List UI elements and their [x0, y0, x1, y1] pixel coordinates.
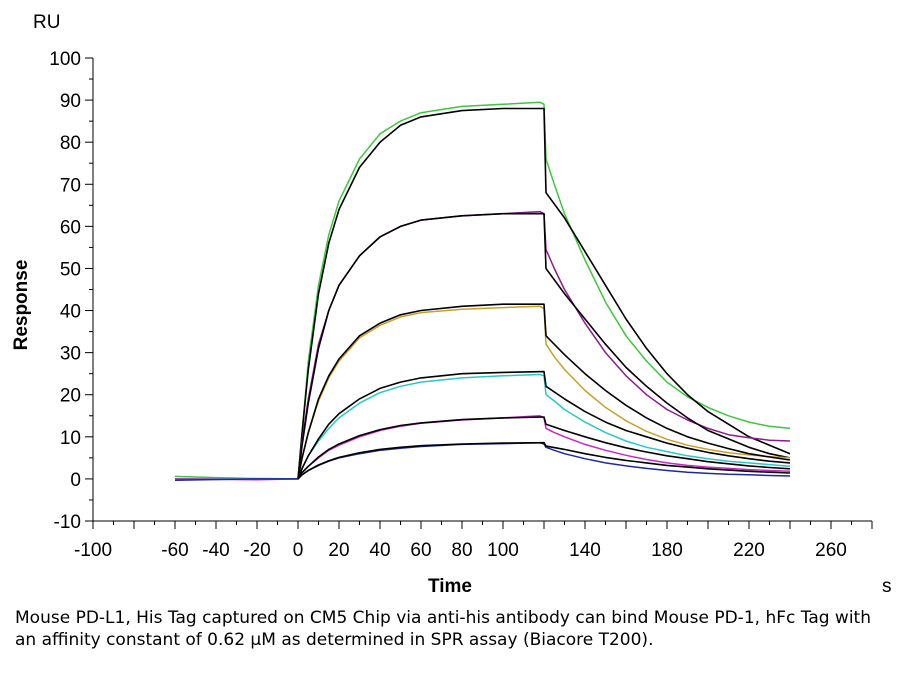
x-tick-label: 260 — [815, 540, 847, 561]
x-tick-label: 40 — [369, 540, 390, 561]
fit-curve-3 — [297, 212, 791, 479]
y-ticks: -10 0 10 20 30 40 50 60 70 80 90 100 — [49, 49, 93, 533]
y-tick-label: 30 — [60, 344, 81, 365]
x-tick-label: 220 — [733, 540, 765, 561]
y-tick-label: 50 — [60, 259, 81, 280]
y-tick-label: 20 — [60, 386, 81, 407]
measured-curve-6 — [175, 373, 791, 480]
measured-curve-2 — [175, 210, 791, 480]
x-tick-label: -40 — [202, 540, 229, 561]
fit-curve-11 — [297, 441, 791, 480]
y-tick-label: 40 — [60, 302, 81, 323]
y-tick-label: -10 — [54, 512, 81, 533]
x-unit-label: s — [882, 576, 892, 597]
x-tick-label: -100 — [74, 540, 112, 561]
measured-curve-0 — [174, 101, 791, 480]
y-tick-label: 80 — [60, 133, 81, 154]
x-tick-label: 140 — [569, 540, 601, 561]
x-tick-label: 60 — [410, 540, 431, 561]
axes — [92, 58, 872, 522]
measured-curve-10 — [174, 441, 791, 481]
figure-caption: Mouse PD-L1, His Tag captured on CM5 Chi… — [15, 608, 871, 650]
x-tick-label: 180 — [651, 540, 683, 561]
fit-curve-9 — [297, 416, 791, 480]
measured-curve-4 — [175, 305, 791, 480]
y-tick-label: 70 — [60, 175, 81, 196]
x-axis-title: Time — [428, 576, 472, 597]
y-tick-label: 60 — [60, 217, 81, 238]
y-tick-label: 10 — [60, 428, 81, 449]
y-tick-label: 100 — [49, 49, 81, 70]
fit-curve-1 — [297, 107, 791, 479]
x-tick-label: 80 — [451, 540, 472, 561]
fit-curve-7 — [297, 370, 791, 480]
x-ticks: -100 -60 -40 -20 0 20 40 60 80 100 140 180 220 260 — [74, 521, 873, 561]
x-tick-label: 100 — [487, 540, 519, 561]
fit-curve-5 — [297, 303, 791, 480]
y-tick-label: 0 — [70, 470, 81, 491]
x-tick-label: 0 — [293, 540, 304, 561]
y-unit-label: RU — [33, 12, 60, 33]
series-lines — [174, 101, 791, 481]
x-tick-label: -60 — [161, 540, 188, 561]
y-tick-label: 90 — [60, 91, 81, 112]
y-axis-title: Response — [11, 260, 32, 351]
x-tick-label: 20 — [328, 540, 349, 561]
x-tick-label: -20 — [243, 540, 270, 561]
